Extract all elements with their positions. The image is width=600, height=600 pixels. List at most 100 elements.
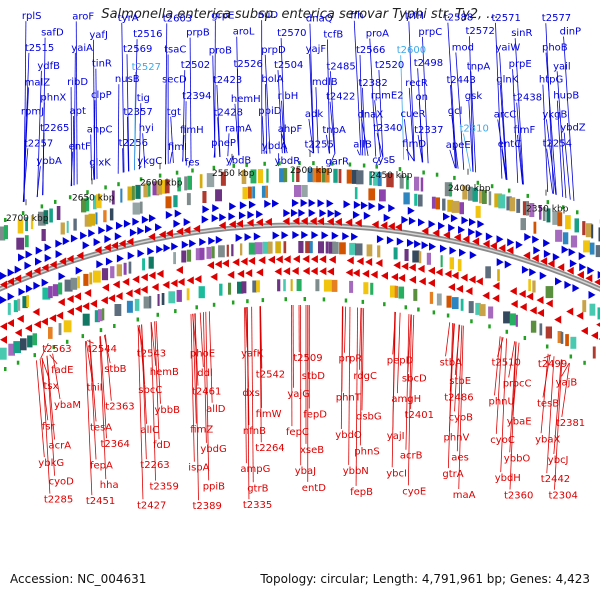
gene-label-reverse: gtrB [247, 483, 268, 494]
rna-mark [158, 173, 162, 178]
rna-mark [86, 190, 89, 195]
gene-arrow [326, 199, 334, 208]
gene-arrow [74, 304, 82, 313]
gene-arrow [482, 291, 490, 300]
leader-line [99, 336, 107, 480]
gene-arrow [132, 275, 140, 284]
leader-line [73, 116, 75, 186]
gene-label-forward: ffh [350, 11, 363, 22]
forward-gene-leader-lines [22, 20, 575, 203]
gene-arrow [580, 326, 588, 335]
gene-arrow [554, 315, 562, 324]
leader-line [150, 322, 157, 366]
feature-block [460, 298, 464, 311]
gene-arrow [116, 254, 124, 263]
gene-label-forward: aroL [233, 27, 255, 38]
gene-arrow [462, 235, 470, 244]
feature-block [539, 205, 542, 220]
feature-block [177, 177, 181, 192]
tick-label: 2700 kbp [6, 214, 49, 224]
rna-mark [52, 345, 56, 350]
rna-mark [117, 182, 120, 187]
gene-arrow [555, 277, 563, 286]
feature-block [152, 181, 160, 196]
gene-arrow [148, 214, 156, 223]
feature-block [83, 273, 89, 286]
gene-arrow [504, 260, 512, 269]
gene-arrow [408, 216, 416, 225]
feature-block [412, 250, 420, 263]
gene-label-forward: t2603 [163, 13, 192, 24]
feature-block [226, 244, 229, 257]
feature-block [528, 279, 531, 291]
gene-label-forward: tig [137, 93, 150, 104]
gene-label-reverse: t2544 [88, 344, 117, 355]
gene-label-forward: t2255 [305, 139, 334, 150]
rna-mark [330, 161, 334, 166]
feature-block [355, 243, 363, 256]
rna-mark [505, 329, 509, 334]
gene-label-reverse: ppiB [203, 481, 225, 492]
feature-block [164, 179, 170, 194]
gene-arrow [543, 239, 551, 248]
gene-arrow [18, 253, 26, 262]
leader-line [463, 133, 472, 172]
gene-arrow [41, 263, 49, 272]
feature-block [58, 323, 62, 336]
feature-block [449, 182, 452, 197]
gene-arrow [352, 210, 360, 219]
leader-line [194, 313, 199, 501]
feature-block [332, 241, 339, 254]
gene-arrow [449, 246, 457, 255]
gene-label-reverse: procC [503, 378, 532, 389]
feature-block [13, 300, 18, 313]
gene-arrow [308, 209, 316, 218]
feature-block [570, 235, 578, 248]
feature-block [84, 214, 92, 227]
gene-arrow [148, 232, 156, 241]
gene-arrow [414, 240, 422, 249]
feature-block [323, 279, 332, 292]
feature-block [349, 280, 354, 293]
feature-block [393, 247, 398, 260]
rna-mark [361, 299, 365, 304]
feature-block [102, 308, 105, 321]
feature-block [533, 221, 537, 234]
feature-block [459, 202, 464, 215]
feature-block [583, 240, 590, 253]
gene-arrow [536, 296, 544, 305]
feature-block [346, 169, 352, 184]
leader-line [375, 156, 381, 165]
gene-arrow [16, 314, 24, 323]
feature-block [403, 192, 410, 205]
gene-label-reverse: fsr [42, 421, 56, 432]
gene-arrow [264, 199, 272, 208]
feature-block [199, 174, 203, 189]
rna-mark [398, 167, 402, 172]
gene-label-forward: t2423 [213, 75, 242, 86]
leader-line [546, 148, 554, 194]
leader-line [422, 36, 429, 164]
feature-block [354, 187, 358, 200]
gene-label-reverse: dsbG [356, 411, 382, 422]
gene-arrow [417, 264, 425, 273]
gene-label-forward: ybdR [275, 156, 301, 167]
rna-mark [174, 309, 177, 314]
gene-label-reverse: t2304 [549, 491, 578, 502]
gene-label-forward: ahpF [278, 124, 303, 135]
gene-label-forward: t2498 [414, 58, 443, 69]
rna-mark [344, 298, 348, 303]
feature-block [592, 346, 596, 359]
leader-line [361, 119, 369, 156]
feature-block [165, 196, 172, 209]
gene-label-forward: ykgB [542, 109, 567, 120]
gene-arrow [594, 278, 600, 286]
feature-block [24, 235, 29, 248]
gene-label-reverse: t2389 [193, 501, 222, 512]
gene-arrow [557, 263, 565, 272]
gene-label-forward: t2256 [119, 138, 148, 149]
gene-label-forward: t2428 [214, 107, 243, 118]
gene-label-forward: entF [69, 142, 91, 153]
feature-block [42, 287, 51, 300]
feature-block [574, 218, 579, 233]
